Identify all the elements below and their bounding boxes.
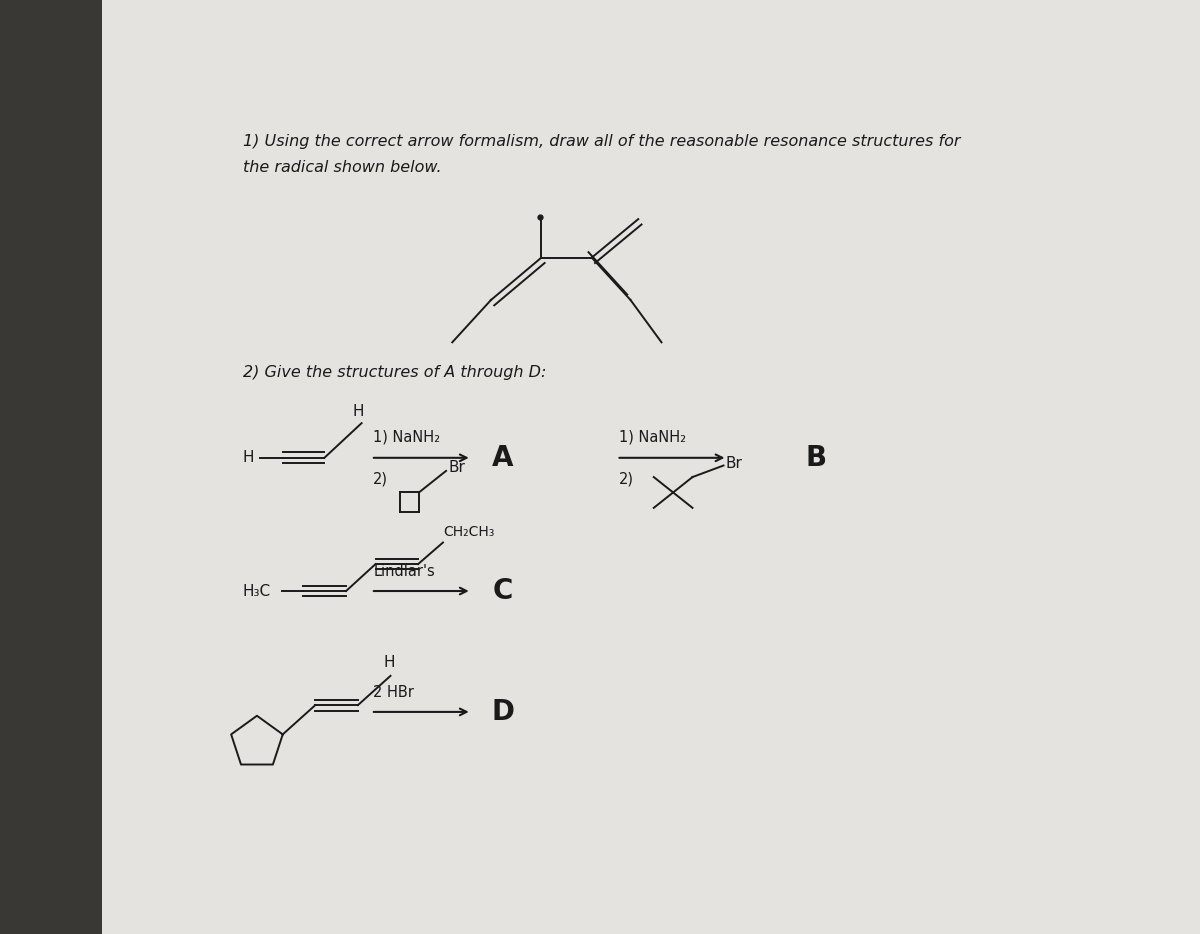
Text: 2): 2) [619,471,634,486]
Text: D: D [491,698,514,726]
Text: 1) Using the correct arrow formalism, draw all of the reasonable resonance struc: 1) Using the correct arrow formalism, dr… [242,134,960,149]
Text: H: H [242,450,254,465]
Text: B: B [806,444,827,472]
Text: H₃C: H₃C [242,584,271,599]
Text: 1) NaNH₂: 1) NaNH₂ [619,430,686,445]
Text: H: H [353,404,365,419]
Text: Br: Br [449,460,466,475]
Text: 2) Give the structures of A through D:: 2) Give the structures of A through D: [242,365,546,380]
Text: Br: Br [726,456,743,471]
Text: C: C [492,577,512,605]
Text: H: H [383,656,395,671]
Text: the radical shown below.: the radical shown below. [242,160,442,175]
Text: 2): 2) [373,471,389,486]
Text: CH₂CH₃: CH₂CH₃ [443,525,494,539]
Text: 2 HBr: 2 HBr [373,686,414,700]
Text: Lindlar's: Lindlar's [373,563,434,578]
Text: A: A [492,444,514,472]
Text: 1) NaNH₂: 1) NaNH₂ [373,430,440,445]
